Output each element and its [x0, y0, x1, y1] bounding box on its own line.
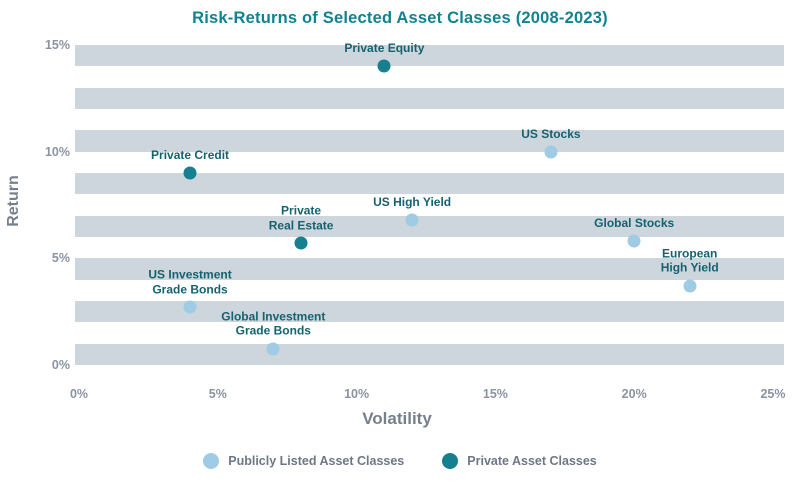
- x-tick-label: 25%: [760, 387, 786, 401]
- y-tick-label: 15%: [44, 38, 70, 52]
- grid-band: [75, 173, 784, 195]
- grid-band: [75, 215, 784, 237]
- point-dot-global-stocks: [627, 234, 641, 248]
- point-label-private-real-estate: Private Real Estate: [268, 204, 334, 233]
- point-label-global-stocks: Global Stocks: [594, 216, 675, 231]
- grid-band: [75, 87, 784, 109]
- grid-band: [75, 258, 784, 280]
- point-dot-private-real-estate: [294, 236, 308, 250]
- x-axis-title: Volatility: [362, 409, 432, 428]
- x-tick-label: 0%: [69, 387, 89, 401]
- legend: Publicly Listed Asset Classes Private As…: [0, 453, 800, 469]
- x-tick-label: 5%: [208, 387, 227, 401]
- chart-title: Risk-Returns of Selected Asset Classes (…: [192, 9, 608, 27]
- point-dot-private-equity: [377, 59, 391, 73]
- grid-band: [75, 45, 784, 67]
- y-tick-label: 5%: [51, 251, 70, 266]
- point-label-european-high-yield: European High Yield: [660, 246, 719, 275]
- y-tick-label: 10%: [44, 144, 70, 159]
- y-tick-label: 0%: [51, 358, 70, 372]
- point-label-us-stocks: US Stocks: [521, 126, 581, 141]
- x-tick-label: 10%: [344, 387, 370, 401]
- point-dot-us-high-yield: [405, 213, 419, 227]
- x-tick-label: 20%: [621, 387, 647, 401]
- point-dot-private-credit: [183, 166, 197, 180]
- legend-label-private: Private Asset Classes: [467, 454, 597, 468]
- legend-label-publicly-listed: Publicly Listed Asset Classes: [228, 454, 405, 468]
- point-label-global-investment-grade-bonds: Global Investment Grade Bonds: [221, 309, 326, 338]
- grid-band: [75, 343, 784, 365]
- grid-band: [75, 130, 784, 152]
- y-axis-title: Return: [5, 175, 22, 227]
- point-label-private-equity: Private Equity: [344, 41, 425, 56]
- point-dot-us-investment-grade-bonds: [183, 300, 197, 314]
- grid-band: [75, 301, 784, 323]
- x-tick-label: 15%: [482, 387, 508, 401]
- point-dot-european-high-yield: [683, 279, 697, 293]
- legend-item-publicly-listed: Publicly Listed Asset Classes: [203, 453, 404, 469]
- legend-item-private: Private Asset Classes: [442, 453, 597, 469]
- point-label-private-credit: Private Credit: [151, 147, 230, 162]
- legend-dot-publicly-listed-icon: [203, 453, 220, 469]
- legend-dot-private-icon: [442, 453, 459, 469]
- point-dot-us-stocks: [544, 145, 558, 159]
- point-label-us-investment-grade-bonds: US Investment Grade Bonds: [148, 268, 232, 297]
- point-label-us-high-yield: US High Yield: [373, 194, 452, 209]
- point-dot-global-investment-grade-bonds: [266, 342, 280, 356]
